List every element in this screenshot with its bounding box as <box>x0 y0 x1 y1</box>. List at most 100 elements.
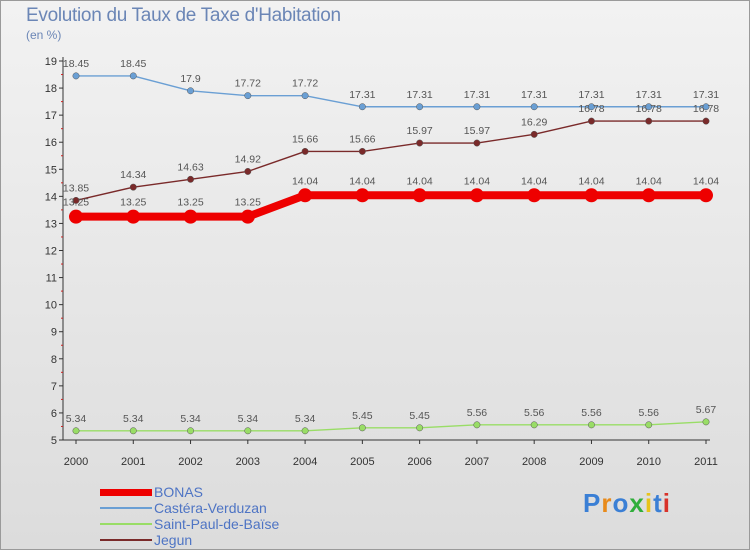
data-point <box>416 139 424 147</box>
x-tick-label: 2006 <box>407 456 431 468</box>
logo-letter: i <box>644 488 654 518</box>
data-point <box>72 72 80 80</box>
legend-label-jegun: Jegun <box>154 532 193 548</box>
data-point <box>358 103 366 111</box>
data-point <box>244 427 252 435</box>
y-tick-label: 13 <box>45 218 57 230</box>
data-label: 15.97 <box>406 125 432 137</box>
y-tick-label: 5 <box>51 435 57 447</box>
data-label: 17.31 <box>521 89 547 101</box>
data-label: 17.31 <box>693 89 719 101</box>
data-point <box>244 92 252 100</box>
data-point <box>530 421 538 429</box>
x-tick-label: 2002 <box>178 456 202 468</box>
y-tick-label: 9 <box>51 327 57 339</box>
data-label: 14.34 <box>120 169 146 181</box>
data-point <box>416 424 424 432</box>
data-point <box>473 103 481 111</box>
data-point <box>183 209 198 224</box>
logo-letter: P <box>583 488 602 518</box>
data-label: 14.04 <box>464 175 490 187</box>
series-line-jegun <box>75 120 706 202</box>
x-tick-label: 2001 <box>121 456 145 468</box>
data-label: 13.25 <box>120 197 146 209</box>
data-point <box>187 175 194 183</box>
x-tick-label: 2000 <box>64 456 88 468</box>
data-label: 5.56 <box>524 407 545 419</box>
x-tick-label: 2003 <box>236 456 260 468</box>
proxiti-logo: Proxiti <box>583 488 671 519</box>
data-label: 5.34 <box>238 413 259 425</box>
data-label: 14.04 <box>521 175 547 187</box>
data-label: 14.04 <box>349 175 375 187</box>
data-point <box>187 427 194 435</box>
data-point <box>298 188 313 203</box>
x-tick-label: 2010 <box>636 456 660 468</box>
data-point <box>69 209 83 224</box>
data-point <box>473 139 481 147</box>
logo-letter: r <box>601 488 613 518</box>
data-label: 5.56 <box>581 407 602 419</box>
data-point <box>240 209 255 224</box>
x-tick-label: 2009 <box>579 456 603 468</box>
data-point <box>702 418 710 426</box>
data-point <box>187 87 194 95</box>
y-tick-label: 8 <box>51 354 57 366</box>
data-label: 13.25 <box>177 197 203 209</box>
data-label: 17.9 <box>180 73 201 85</box>
data-point <box>473 421 481 429</box>
data-point <box>129 72 137 80</box>
data-point <box>469 188 484 203</box>
data-label: 14.04 <box>693 175 719 187</box>
data-label: 5.45 <box>409 410 430 422</box>
y-tick-label: 18 <box>45 83 57 95</box>
y-tick-label: 12 <box>45 246 57 258</box>
legend-label-castera-verduzan: Castéra-Verduzan <box>154 500 267 516</box>
data-label: 5.34 <box>66 413 87 425</box>
legend-label-bonas: BONAS <box>154 484 204 500</box>
data-label: 13.85 <box>63 182 89 194</box>
data-point <box>584 188 599 203</box>
data-label: 17.31 <box>578 89 604 101</box>
data-label: 17.72 <box>292 78 318 90</box>
data-label: 13.25 <box>235 197 261 209</box>
y-tick-label: 16 <box>45 137 57 149</box>
data-point <box>645 117 653 125</box>
logo-letter: i <box>662 488 671 518</box>
data-point <box>588 421 595 429</box>
data-label: 14.04 <box>636 175 662 187</box>
data-point <box>244 168 252 175</box>
data-point <box>530 130 538 138</box>
data-label: 13.25 <box>63 197 89 209</box>
y-tick-label: 7 <box>51 381 57 393</box>
data-label: 15.97 <box>464 125 490 137</box>
data-point <box>72 427 80 435</box>
x-tick-label: 2011 <box>694 456 718 468</box>
data-label: 14.63 <box>177 161 203 173</box>
data-label: 15.66 <box>349 133 375 145</box>
data-label: 5.34 <box>295 413 316 425</box>
data-label: 17.31 <box>349 89 375 101</box>
legend-swatch-bonas <box>100 489 152 496</box>
data-point <box>412 188 427 203</box>
data-point <box>358 424 366 432</box>
logo-letter: t <box>653 488 663 518</box>
data-point <box>301 147 309 155</box>
data-label: 17.31 <box>636 89 662 101</box>
data-point <box>358 147 366 155</box>
data-point <box>301 92 309 100</box>
chart-subtitle: (en %) <box>26 28 62 42</box>
legend-swatch-castera-verduzan <box>100 507 152 509</box>
y-tick-label: 17 <box>45 110 57 122</box>
data-point <box>129 183 137 191</box>
series-line-cast-ra-verduzan <box>76 75 706 108</box>
data-label: 5.45 <box>352 410 373 422</box>
data-point <box>588 117 595 125</box>
y-tick-label: 19 <box>45 56 57 68</box>
data-point <box>72 196 80 204</box>
data-point <box>416 103 424 111</box>
series-line-bonas <box>76 191 706 221</box>
legend-label-saint-paul-de-baise: Saint-Paul-de-Baïse <box>154 516 280 532</box>
data-point <box>702 117 710 125</box>
